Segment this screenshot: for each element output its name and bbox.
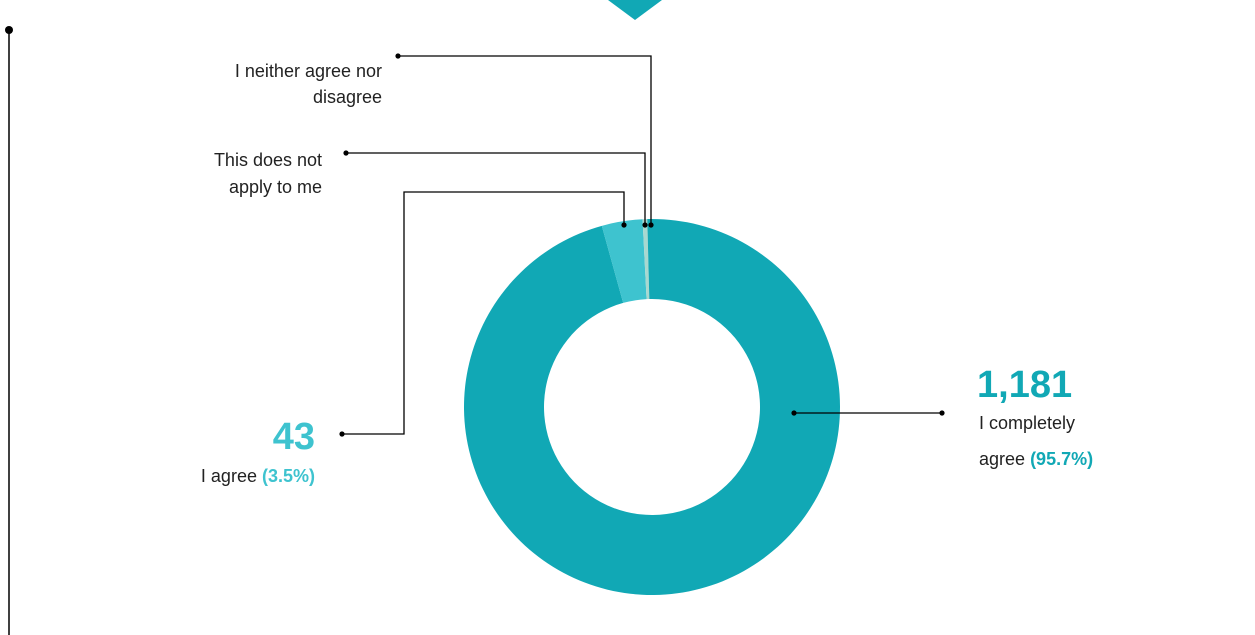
donut-slice — [463, 219, 840, 595]
leader-dot — [395, 53, 401, 59]
label-completely-line1: I completely — [979, 413, 1075, 433]
label-neither-line1: I neither agree nor — [235, 61, 382, 81]
label-not-apply-line2: apply to me — [229, 177, 322, 197]
label-completely-number: 1,181 — [977, 364, 1072, 406]
leader-dot — [642, 222, 648, 228]
donut-slice — [601, 219, 647, 303]
leader-lines — [342, 55, 942, 435]
leader-dot — [621, 222, 627, 228]
leader-dots — [339, 53, 945, 437]
leader-line-not-apply — [346, 152, 646, 225]
leader-dot — [343, 150, 349, 156]
label-completely-text: agree — [979, 449, 1025, 469]
label-agree-text: I agree — [201, 466, 257, 486]
label-completely-line2: agree (95.7%) — [979, 449, 1093, 469]
label-not-apply-line1: This does not — [214, 150, 322, 170]
label-agree-number: 43 — [273, 416, 315, 458]
leader-dot — [339, 431, 345, 437]
leader-dot — [648, 222, 654, 228]
leader-dot — [939, 410, 945, 416]
label-neither-line2: disagree — [313, 87, 382, 107]
label-completely-percent: (95.7%) — [1030, 449, 1093, 469]
donut-slices — [463, 219, 840, 595]
top-marker-icon — [608, 0, 662, 20]
leader-line-neither — [398, 55, 652, 225]
label-agree-percent: (3.5%) — [262, 466, 315, 486]
leader-line-agree — [342, 191, 625, 435]
donut-slice — [647, 219, 652, 300]
label-agree-text-line: I agree (3.5%) — [201, 466, 315, 486]
leader-dot — [791, 410, 797, 416]
donut-slice — [642, 219, 650, 300]
